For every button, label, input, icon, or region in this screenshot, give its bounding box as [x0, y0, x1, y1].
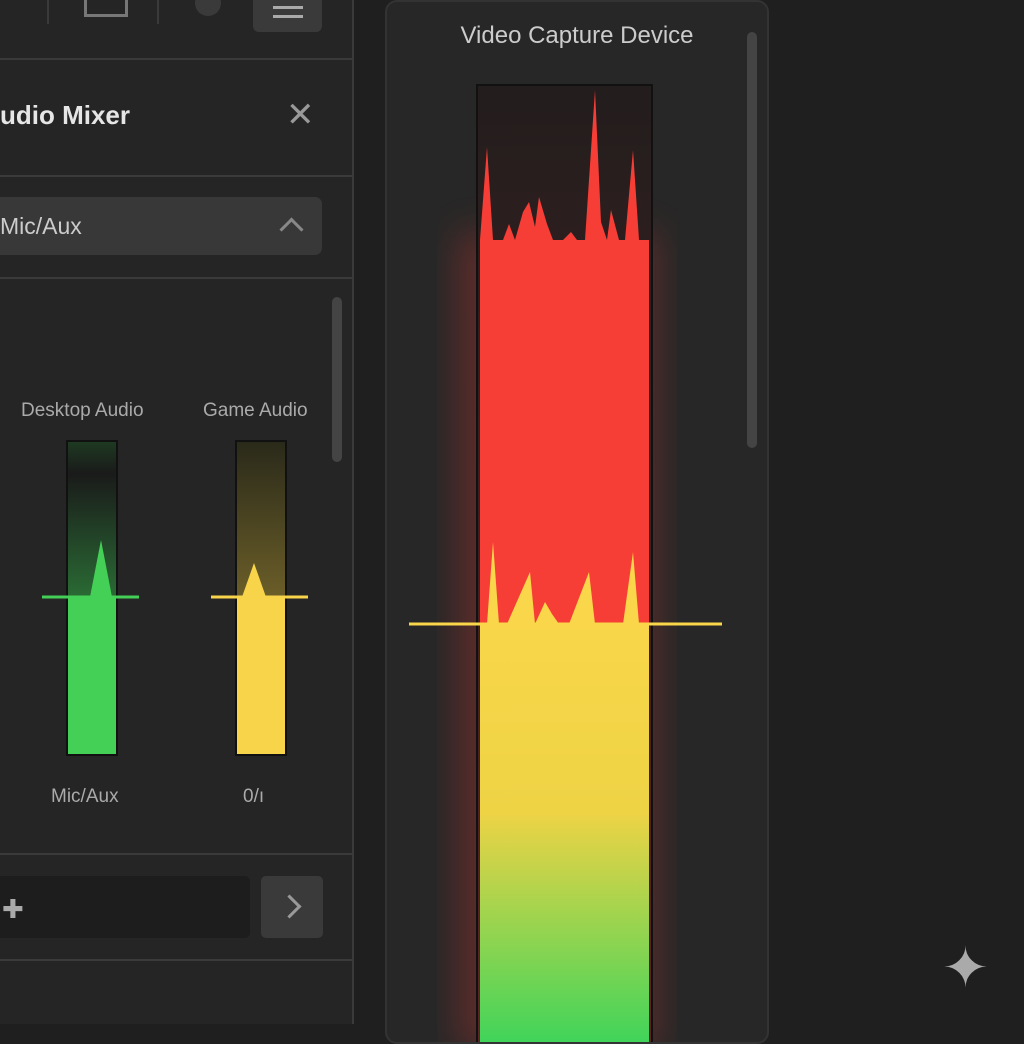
meter-yellow-peaks — [480, 542, 639, 624]
mixer-waveforms — [42, 540, 308, 599]
source-select-value: Mic/Aux — [0, 213, 82, 239]
panel-title: udio Mixer — [0, 100, 131, 130]
video-capture-device-panel: Video Capture Device — [385, 0, 769, 1044]
meter-red-zone — [480, 90, 649, 624]
menu-icon-bar — [273, 15, 303, 18]
chevron-right-icon — [277, 894, 302, 919]
divider — [0, 959, 352, 961]
lightbulb-icon[interactable] — [195, 0, 221, 16]
game-audio-level — [237, 598, 285, 754]
divider — [0, 853, 352, 855]
panel-header: udio Mixer — [0, 60, 352, 177]
scrollbar[interactable] — [747, 32, 757, 448]
channel-label-desktop-audio: Desktop Audio — [21, 400, 144, 421]
video-capture-meter — [409, 84, 722, 1042]
video-capture-title: Video Capture Device — [460, 22, 694, 49]
next-button[interactable] — [261, 876, 323, 938]
desktop-audio-level — [68, 598, 116, 754]
menu-button[interactable] — [253, 0, 322, 32]
sparkle-icon: ✦ — [942, 936, 989, 999]
scrollbar[interactable] — [332, 297, 342, 462]
channel-label-game-audio: Game Audio — [203, 400, 308, 421]
desktop-audio-peak — [90, 540, 112, 597]
menu-icon — [273, 6, 303, 9]
puzzle-icon: ✚ — [2, 894, 24, 924]
toolbar — [0, 0, 352, 60]
filter-input[interactable]: ✚ — [0, 876, 250, 938]
channel-footer-desktop: Mic/Aux — [51, 786, 119, 807]
channel-footer-game: 0/ı — [243, 786, 265, 807]
toolbar-divider — [47, 0, 49, 24]
close-icon[interactable]: ✕ — [286, 96, 315, 134]
source-select[interactable]: Mic/Aux — [0, 197, 322, 255]
audio-mixer-panel: udio Mixer ✕ Mic/Aux Desktop Audio Game … — [0, 0, 354, 1024]
toolbar-divider — [157, 0, 159, 24]
divider — [0, 277, 352, 279]
screen-icon[interactable] — [84, 0, 128, 17]
meter-lower-zone — [480, 624, 649, 1042]
game-audio-peak — [242, 563, 266, 597]
